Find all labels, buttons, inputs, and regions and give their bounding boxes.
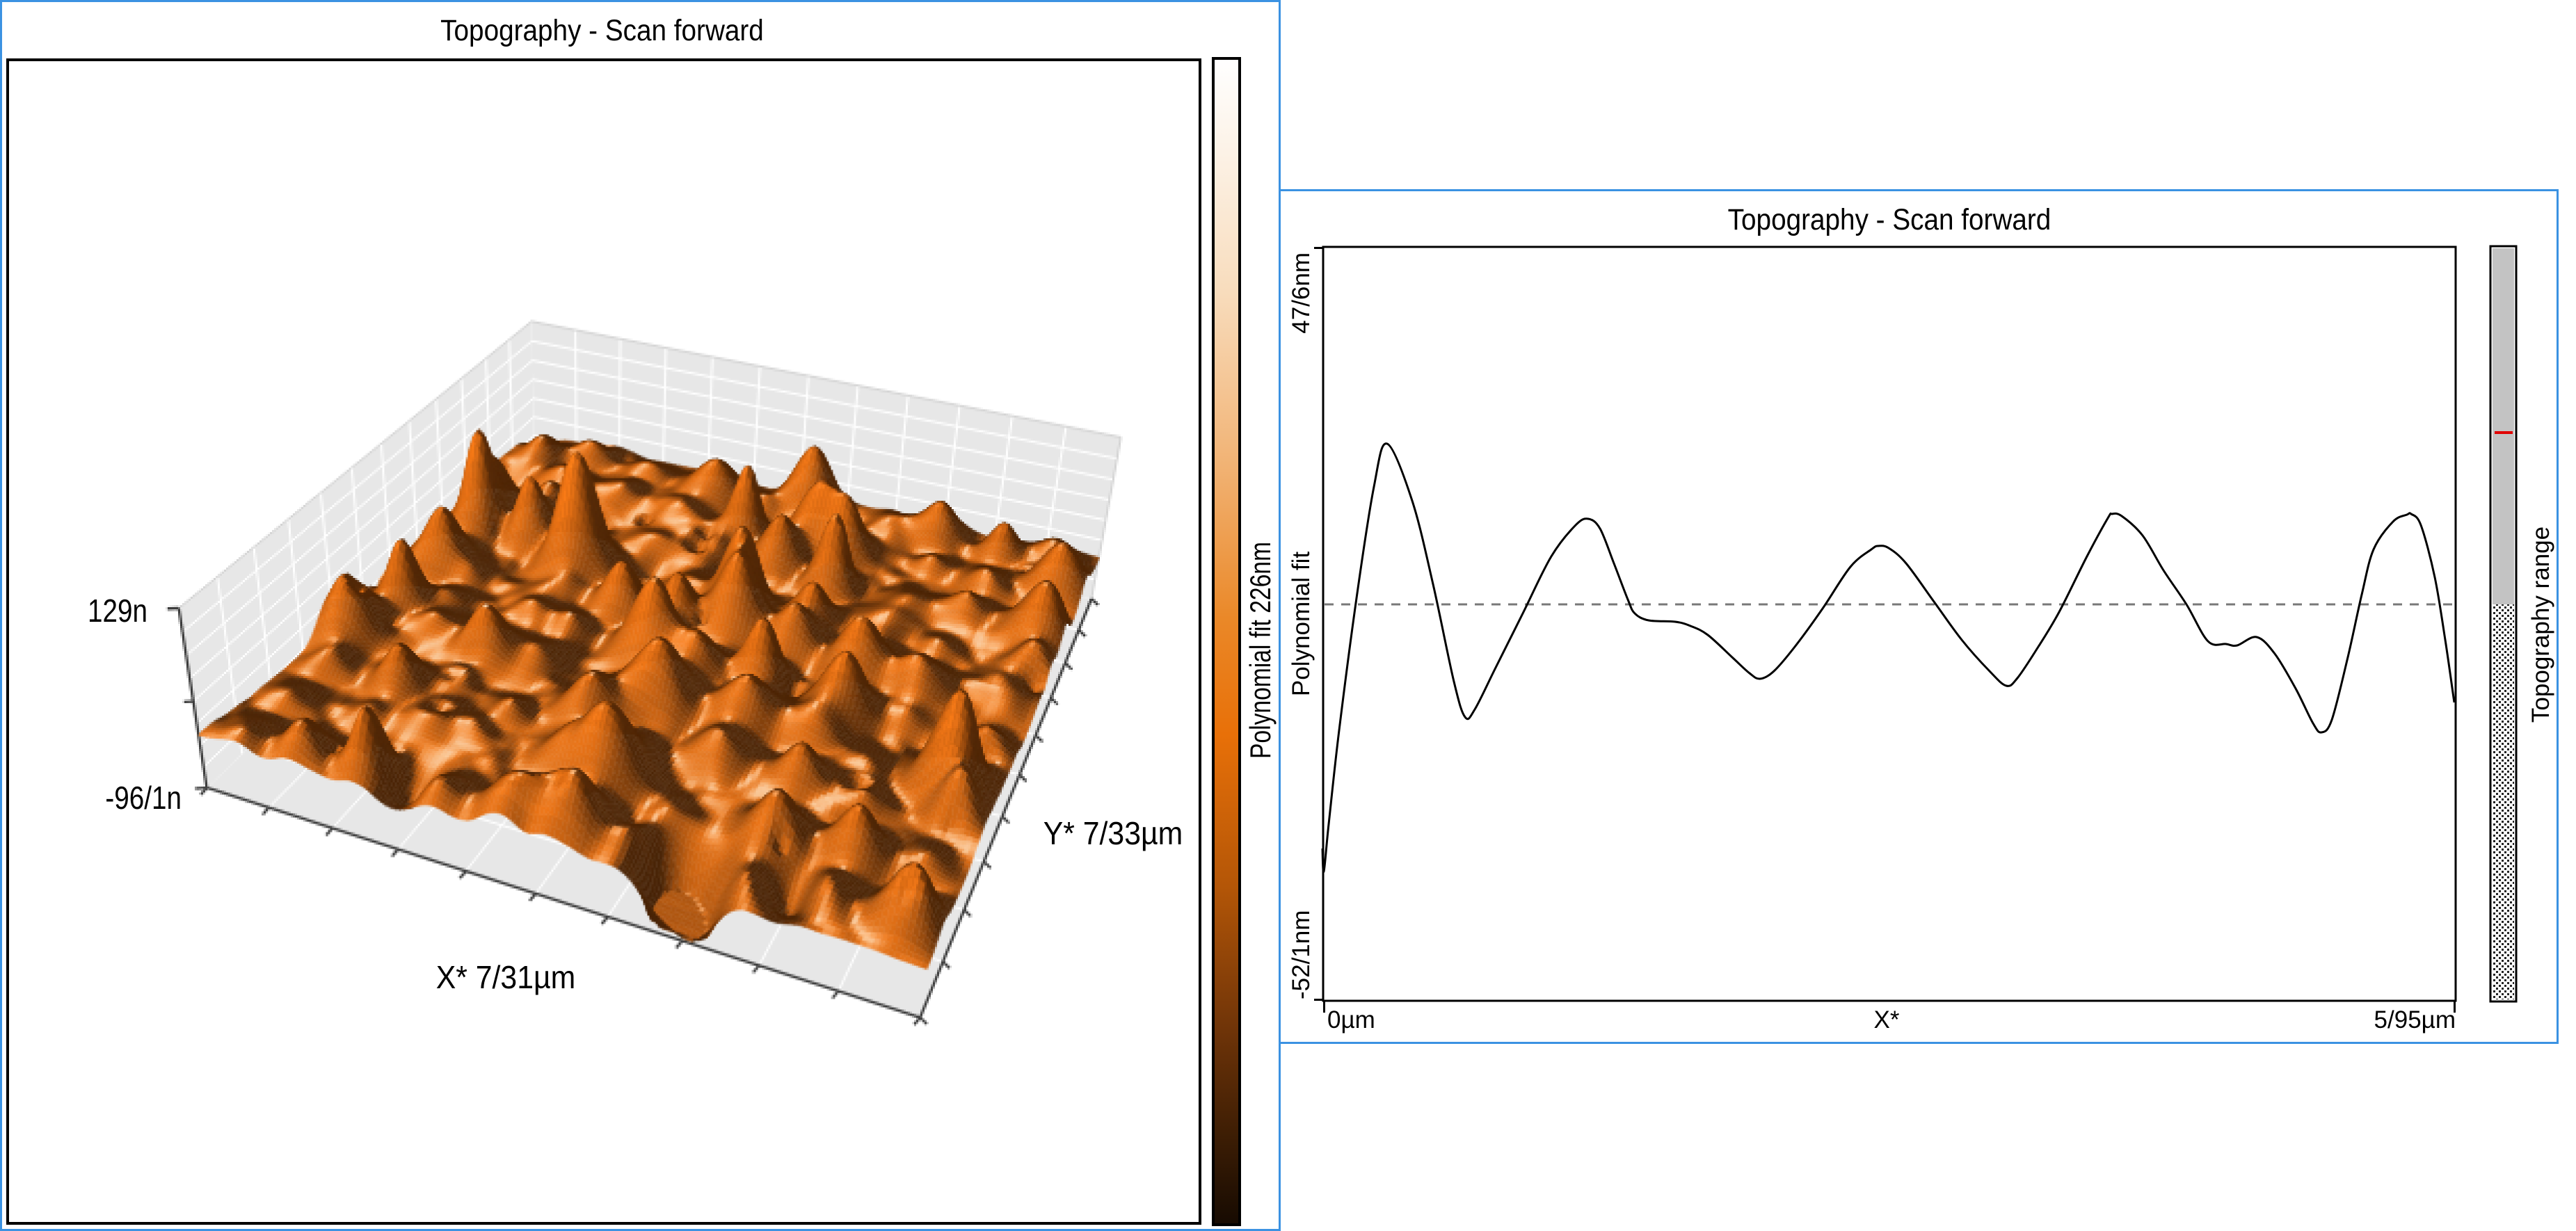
svg-text:5/95µm: 5/95µm <box>2374 1006 2456 1033</box>
svg-text:Polynomial fit: Polynomial fit <box>1288 552 1315 696</box>
svg-text:Topography range: Topography range <box>2527 526 2554 723</box>
svg-text:47/6nm: 47/6nm <box>1288 252 1315 334</box>
svg-text:-52/1nm: -52/1nm <box>1288 910 1315 999</box>
svg-text:0µm: 0µm <box>1327 1006 1375 1033</box>
svg-text:X*: X* <box>1874 1006 1900 1033</box>
